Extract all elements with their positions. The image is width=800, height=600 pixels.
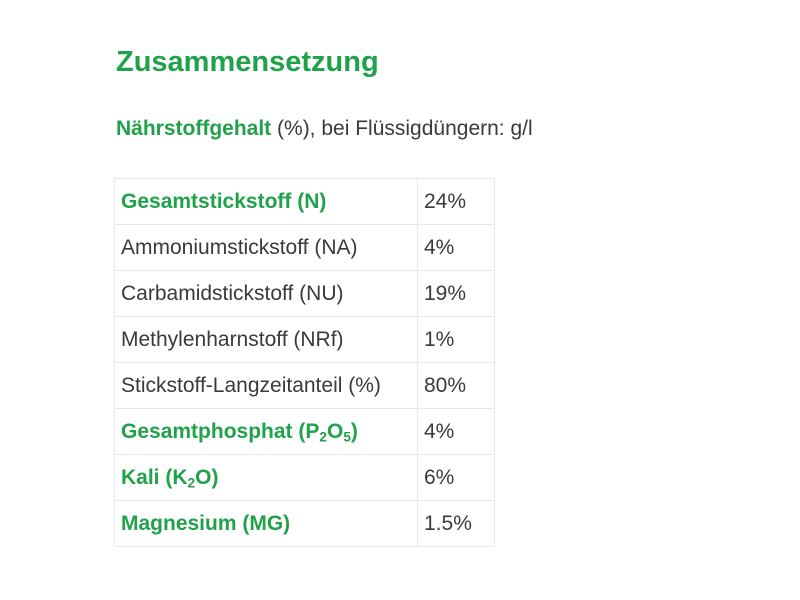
nutrient-name: Ammoniumstickstoff (NA) xyxy=(114,224,418,271)
table-row: Gesamtphosphat (P2O5) 4% xyxy=(114,408,495,455)
nutrient-name: Methylenharnstoff (NRf) xyxy=(114,316,418,363)
table-row: Magnesium (MG) 1.5% xyxy=(114,500,495,547)
page-heading: Zusammensetzung xyxy=(116,46,379,78)
name-subscript: 5 xyxy=(343,428,351,444)
nutrient-value: 1.5% xyxy=(417,500,495,547)
name-part: Kali (K xyxy=(121,465,188,489)
name-subscript: 2 xyxy=(187,474,196,490)
subtitle-strong: Nährstoffgehalt xyxy=(116,117,272,140)
nutrient-value: 24% xyxy=(417,178,495,225)
table-row: Stickstoff-Langzeitanteil (%) 80% xyxy=(114,362,495,409)
name-subscript: 2 xyxy=(319,428,327,444)
name-part: O xyxy=(326,419,344,443)
nutrient-subtitle: Nährstoffgehalt (%), bei Flüssigdüngern:… xyxy=(116,114,533,144)
table-row: Methylenharnstoff (NRf) 1% xyxy=(114,316,495,363)
nutrient-name: Carbamidstickstoff (NU) xyxy=(114,270,418,317)
nutrient-value: 4% xyxy=(417,408,495,455)
nutrient-value: 80% xyxy=(417,362,495,409)
name-part: Gesamtphosphat (P xyxy=(121,419,320,443)
nutrient-value: 19% xyxy=(417,270,495,317)
nutrient-name: Gesamtphosphat (P2O5) xyxy=(114,408,418,455)
nutrient-value: 4% xyxy=(417,224,495,271)
nutrient-name: Stickstoff-Langzeitanteil (%) xyxy=(114,362,418,409)
nutrient-name: Gesamtstickstoff (N) xyxy=(114,178,418,225)
nutrient-value: 6% xyxy=(417,454,495,501)
nutrient-name: Kali (K2O) xyxy=(114,454,418,501)
name-part: O) xyxy=(195,465,219,489)
nutrient-table: Gesamtstickstoff (N) 24% Ammoniumstickst… xyxy=(114,178,495,547)
table-row: Ammoniumstickstoff (NA) 4% xyxy=(114,224,495,271)
table-row: Gesamtstickstoff (N) 24% xyxy=(114,178,495,225)
name-part: ) xyxy=(350,419,358,443)
nutrient-name: Magnesium (MG) xyxy=(114,500,418,547)
table-row: Kali (K2O) 6% xyxy=(114,454,495,501)
subtitle-rest: (%), bei Flüssigdüngern: g/l xyxy=(271,117,533,140)
table-row: Carbamidstickstoff (NU) 19% xyxy=(114,270,495,317)
nutrient-value: 1% xyxy=(417,316,495,363)
